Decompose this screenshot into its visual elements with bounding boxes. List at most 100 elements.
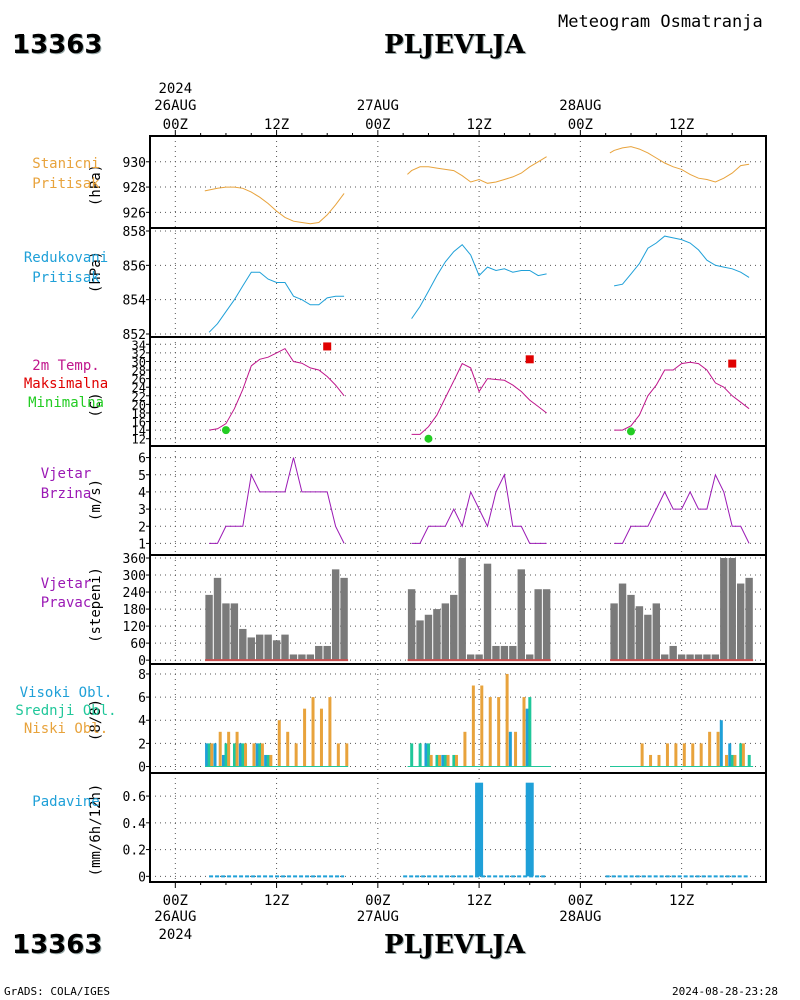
y-tick-label: 6 bbox=[138, 452, 146, 467]
cloud-bar-2 bbox=[733, 754, 737, 767]
y-axis-title: (m/s) bbox=[88, 479, 104, 521]
wind-dir-bar bbox=[517, 569, 525, 661]
y-axis-title: (hPa) bbox=[88, 251, 104, 293]
date-label-bottom-2: 27AUG bbox=[357, 909, 399, 925]
y-tick-label: 60 bbox=[130, 637, 146, 652]
y-tick-label: 32 bbox=[132, 347, 146, 361]
cloud-bar-2 bbox=[522, 697, 526, 767]
wind-dir-bar bbox=[483, 563, 492, 661]
y-tick-label: 8 bbox=[138, 668, 146, 683]
y-tick-label: 4 bbox=[138, 714, 146, 729]
wind-dir-bar bbox=[509, 645, 517, 661]
time-tick-bottom-3: 12Z bbox=[466, 893, 491, 909]
cloud-bar-2 bbox=[497, 697, 501, 767]
cloud-bar-2 bbox=[674, 743, 678, 767]
cloud-bar-2 bbox=[657, 754, 661, 767]
wind-dir-bar bbox=[492, 645, 500, 661]
y-tick-label: 4 bbox=[138, 486, 146, 501]
time-tick-bottom-4: 00Z bbox=[568, 893, 593, 909]
cloud-bar-2 bbox=[269, 754, 273, 767]
panel-wind_speed: 1 2 3 4 5 6 (m/s)Vjetar Brzina bbox=[41, 445, 767, 556]
y-tick-label: 300 bbox=[123, 569, 146, 584]
wind-dir-bar bbox=[315, 645, 323, 661]
wind-dir-bar bbox=[669, 645, 677, 661]
cloud-bar-1 bbox=[443, 754, 447, 767]
cloud-bar-2 bbox=[691, 743, 695, 767]
wind-dir-bar bbox=[711, 654, 720, 661]
wind-dir-bar bbox=[222, 603, 230, 661]
y-tick-label: 0.4 bbox=[123, 817, 147, 832]
y-axis-title: (stepeni) bbox=[88, 567, 104, 643]
y-tick-label: 3 bbox=[138, 503, 146, 518]
wind-dir-bar bbox=[745, 577, 753, 661]
cloud-bar-2 bbox=[514, 731, 518, 767]
y-tick-label: 0 bbox=[138, 870, 146, 885]
cloud-bar-2 bbox=[741, 743, 745, 767]
cloud-bar-0 bbox=[221, 754, 225, 767]
cloud-bar-2 bbox=[210, 743, 214, 767]
date-label-top-2: 27AUG bbox=[357, 98, 399, 114]
time-tick-top-3: 12Z bbox=[466, 117, 491, 133]
wind-dir-bar bbox=[652, 603, 661, 661]
series-line-reduced_pressure-2 bbox=[614, 235, 750, 287]
cloud-bar-2 bbox=[294, 743, 298, 767]
cloud-bar-1 bbox=[410, 743, 414, 767]
panel-label-temperature-0: 2m Temp. bbox=[32, 358, 99, 374]
cloud-bar-1 bbox=[730, 754, 734, 767]
panel-label-precipitation-0: Padavine bbox=[32, 794, 99, 810]
y-tick-label: 20 bbox=[132, 398, 146, 412]
cloud-bar-1 bbox=[739, 743, 743, 767]
y-tick-label: 0.6 bbox=[123, 790, 146, 805]
cloud-bar-2 bbox=[488, 697, 492, 767]
time-tick-top-0: 00Z bbox=[163, 117, 188, 133]
wind-dir-bar bbox=[627, 594, 635, 661]
panel-frame-precipitation bbox=[149, 772, 767, 883]
year-label-bottom: 2024 bbox=[158, 927, 192, 943]
cloud-bar-2 bbox=[227, 731, 231, 767]
panel-label-temperature-1: Maksimalna bbox=[24, 376, 108, 392]
y-tick-label: 14 bbox=[132, 424, 146, 438]
series-line-wind_speed-2 bbox=[614, 473, 750, 544]
city-title-bottom: PLJEVLJA bbox=[384, 930, 525, 960]
cloud-bar-1 bbox=[418, 743, 422, 767]
cloud-bar-2 bbox=[328, 697, 332, 767]
cloud-bar-1 bbox=[241, 743, 245, 767]
wind-dir-bar bbox=[736, 583, 745, 661]
y-tick-label: 180 bbox=[123, 603, 146, 618]
cloud-bar-0 bbox=[728, 743, 732, 767]
y-tick-label: 2 bbox=[138, 520, 146, 535]
panel-label-wind_speed-0: Vjetar bbox=[41, 466, 92, 482]
cloud-bar-1 bbox=[528, 697, 532, 767]
wind-dir-bar bbox=[281, 634, 289, 661]
y-tick-label: 0 bbox=[138, 654, 146, 669]
cloud-bar-1 bbox=[452, 754, 456, 767]
cloud-bar-1 bbox=[258, 743, 262, 767]
panel-frame-reduced_pressure bbox=[149, 227, 767, 338]
cloud-bar-1 bbox=[207, 743, 211, 767]
cloud-bar-2 bbox=[303, 708, 307, 767]
panel-wind_direction: 0 60 120 180 240 300 360 (stepeni)Vjetar Pravac bbox=[41, 552, 767, 669]
wind-dir-bar bbox=[416, 620, 424, 661]
wind-dir-bar bbox=[264, 634, 272, 661]
cloud-bar-2 bbox=[446, 754, 450, 767]
wind-dir-bar bbox=[239, 628, 247, 661]
panel-frame-station_pressure bbox=[149, 135, 767, 229]
y-tick-label: 2 bbox=[138, 737, 146, 752]
panel-label-station_pressure-0: Stanicni bbox=[32, 156, 99, 172]
y-tick-label: 30 bbox=[132, 355, 146, 369]
y-tick-label: 28 bbox=[132, 364, 146, 378]
y-axis-title: (mm/6h/12h) bbox=[88, 784, 104, 877]
panel-label-temperature-2: Minimalna bbox=[28, 395, 104, 411]
y-tick-label: 0 bbox=[138, 761, 146, 776]
y-tick-label: 22 bbox=[132, 390, 146, 404]
wind-dir-bar bbox=[526, 654, 534, 661]
cloud-bar-2 bbox=[471, 685, 475, 767]
cloud-bar-2 bbox=[311, 697, 315, 767]
y-axis-title: (hPa) bbox=[88, 164, 104, 206]
y-tick-label: 1 bbox=[138, 537, 146, 552]
wind-dir-bar bbox=[230, 603, 239, 661]
series-line-temperature-0 bbox=[209, 347, 345, 431]
wind-dir-bar bbox=[298, 654, 306, 661]
cloud-bar-2 bbox=[319, 708, 323, 767]
